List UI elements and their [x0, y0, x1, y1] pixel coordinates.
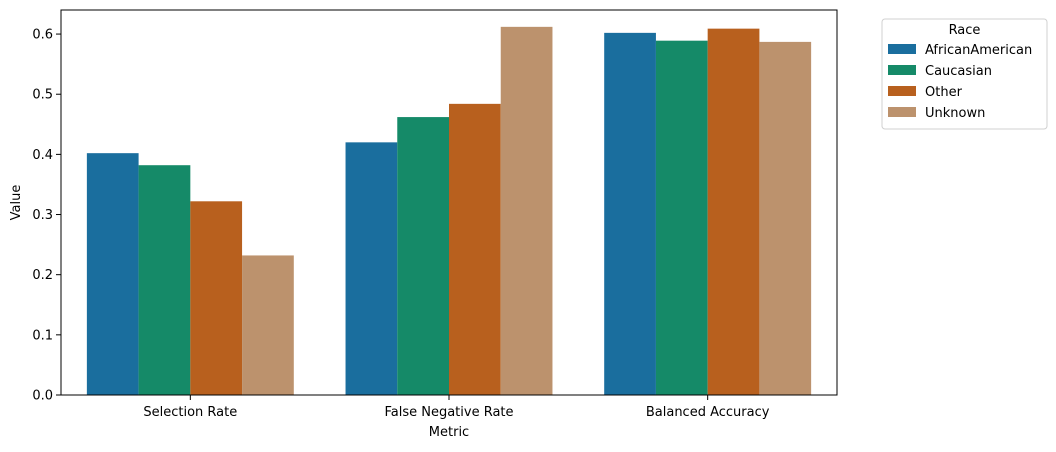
x-tick-label: False Negative Rate — [384, 405, 513, 420]
y-tick-label: 0.0 — [32, 389, 53, 404]
legend-title: Race — [949, 23, 981, 38]
legend-label-unknown: Unknown — [925, 106, 985, 121]
legend: Race AfricanAmerican Caucasian Other Unknow… — [881, 18, 1048, 130]
y-tick-label: 0.3 — [32, 208, 53, 223]
bar-caucasian-balanced-accuracy — [655, 40, 708, 395]
legend-frame — [881, 18, 1048, 130]
legend-swatch-caucasian — [888, 65, 916, 75]
y-tick-label: 0.4 — [32, 148, 53, 163]
y-tick-label: 0.1 — [32, 328, 53, 343]
bar-caucasian-false-negative-rate — [397, 117, 449, 395]
x-tick-label: Balanced Accuracy — [646, 405, 770, 420]
legend-label-other: Other — [925, 85, 963, 100]
bar-africanamerican-false-negative-rate — [345, 142, 398, 395]
legend-label-africanamerican: AfricanAmerican — [925, 43, 1032, 58]
y-tick-label: 0.6 — [32, 28, 53, 43]
bar-africanamerican-selection-rate — [86, 153, 139, 395]
bar-other-selection-rate — [190, 201, 243, 395]
bar-caucasian-selection-rate — [138, 165, 191, 395]
bars-layer — [86, 26, 812, 395]
bar-unknown-false-negative-rate — [500, 26, 553, 395]
legend-swatch-africanamerican — [888, 44, 916, 54]
bar-unknown-balanced-accuracy — [759, 41, 812, 395]
y-axis-label: Value — [9, 185, 24, 221]
y-tick-label: 0.2 — [32, 268, 53, 283]
legend-label-caucasian: Caucasian — [925, 64, 992, 79]
y-axis: 0.0 0.1 0.2 0.3 0.4 0.5 0.6 — [32, 28, 61, 404]
bar-africanamerican-balanced-accuracy — [604, 32, 656, 395]
y-tick-label: 0.5 — [32, 88, 53, 103]
legend-swatch-unknown — [888, 107, 916, 117]
x-axis: Selection Rate False Negative Rate Balance… — [143, 395, 770, 420]
x-tick-label: Selection Rate — [143, 405, 237, 420]
bar-unknown-selection-rate — [242, 255, 294, 395]
bar-other-false-negative-rate — [449, 103, 501, 395]
x-axis-label: Metric — [429, 425, 469, 440]
bar-other-balanced-accuracy — [707, 28, 760, 395]
legend-swatch-other — [888, 86, 916, 96]
